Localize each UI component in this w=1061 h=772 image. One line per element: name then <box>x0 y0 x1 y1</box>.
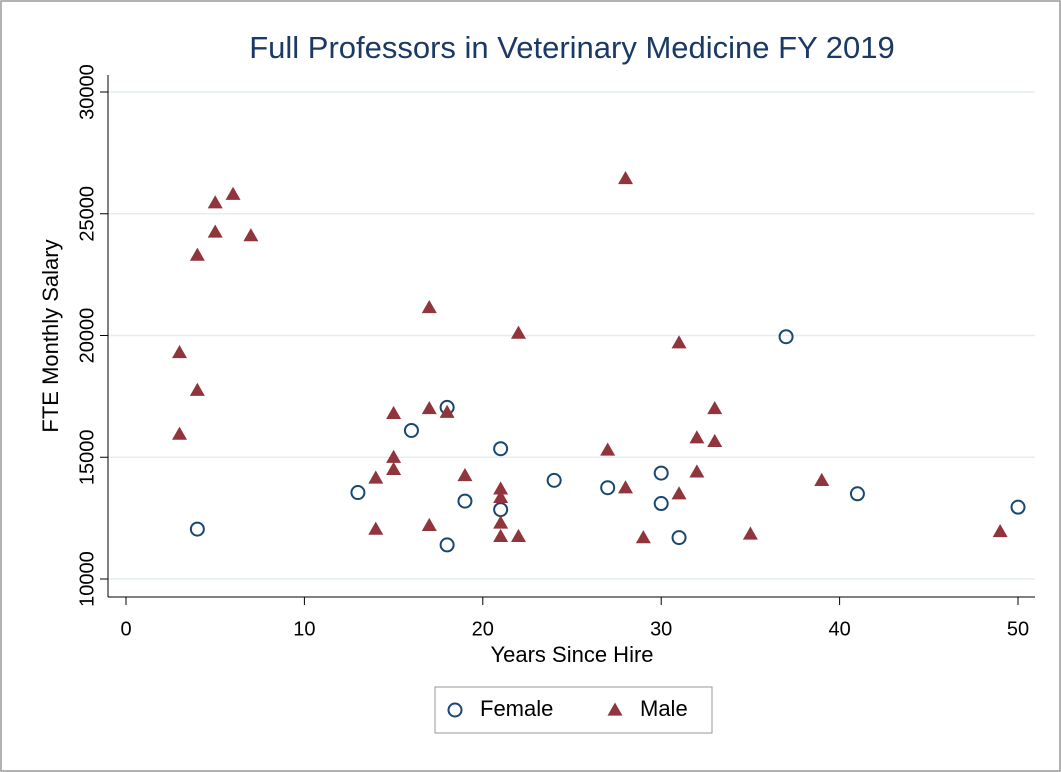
point <box>618 170 634 185</box>
legend-label: Male <box>640 696 688 721</box>
point <box>814 472 830 487</box>
point <box>493 489 509 504</box>
point <box>493 481 509 495</box>
point <box>386 405 402 420</box>
point <box>1010 499 1026 515</box>
point <box>421 401 437 415</box>
point <box>439 404 455 418</box>
point <box>671 530 687 546</box>
point <box>493 441 509 457</box>
point <box>189 382 205 396</box>
point <box>439 537 455 553</box>
point <box>207 195 223 209</box>
point <box>350 485 366 501</box>
point <box>421 517 437 532</box>
point <box>189 521 205 537</box>
point <box>707 401 723 415</box>
point <box>493 515 509 529</box>
point <box>172 426 188 440</box>
point <box>671 486 687 500</box>
point <box>510 325 526 339</box>
point <box>421 299 437 314</box>
legend-swatch <box>447 702 463 718</box>
point <box>600 480 616 496</box>
x-axis-label: Years Since Hire <box>490 642 653 667</box>
y-tick-label: 10000 <box>76 551 98 607</box>
x-tick-label: 40 <box>828 618 850 640</box>
y-axis-label: FTE Monthly Salary <box>38 239 63 432</box>
point <box>707 433 723 448</box>
point <box>689 464 705 478</box>
x-tick-label: 10 <box>293 618 315 640</box>
point <box>778 329 794 345</box>
y-tick-label: 20000 <box>76 308 98 364</box>
point <box>457 493 473 509</box>
point <box>653 465 669 481</box>
point <box>849 486 865 502</box>
point <box>207 224 223 238</box>
point <box>653 496 669 512</box>
x-tick-label: 50 <box>1007 618 1029 640</box>
point <box>618 480 634 494</box>
chart-title: Full Professors in Veterinary Medicine F… <box>249 30 895 65</box>
point <box>671 335 687 349</box>
legend-swatch <box>607 702 623 716</box>
point <box>510 528 526 543</box>
point <box>546 472 562 488</box>
point <box>368 521 384 535</box>
point <box>457 468 473 482</box>
point <box>386 449 402 463</box>
y-tick-label: 15000 <box>76 429 98 485</box>
point <box>368 470 384 484</box>
point <box>189 247 205 261</box>
point <box>992 524 1008 538</box>
point <box>172 345 188 359</box>
point <box>742 526 758 540</box>
point <box>635 530 651 544</box>
point <box>689 430 705 444</box>
y-tick-label: 30000 <box>76 64 98 120</box>
point <box>386 461 402 476</box>
x-tick-label: 0 <box>120 618 131 640</box>
point <box>493 528 509 543</box>
x-tick-label: 20 <box>472 618 494 640</box>
x-tick-label: 30 <box>650 618 672 640</box>
point <box>225 186 241 200</box>
legend-label: Female <box>480 696 553 721</box>
legend-box <box>434 686 713 734</box>
point <box>600 442 616 456</box>
point <box>243 228 259 242</box>
point <box>403 422 419 438</box>
y-tick-label: 25000 <box>76 186 98 242</box>
